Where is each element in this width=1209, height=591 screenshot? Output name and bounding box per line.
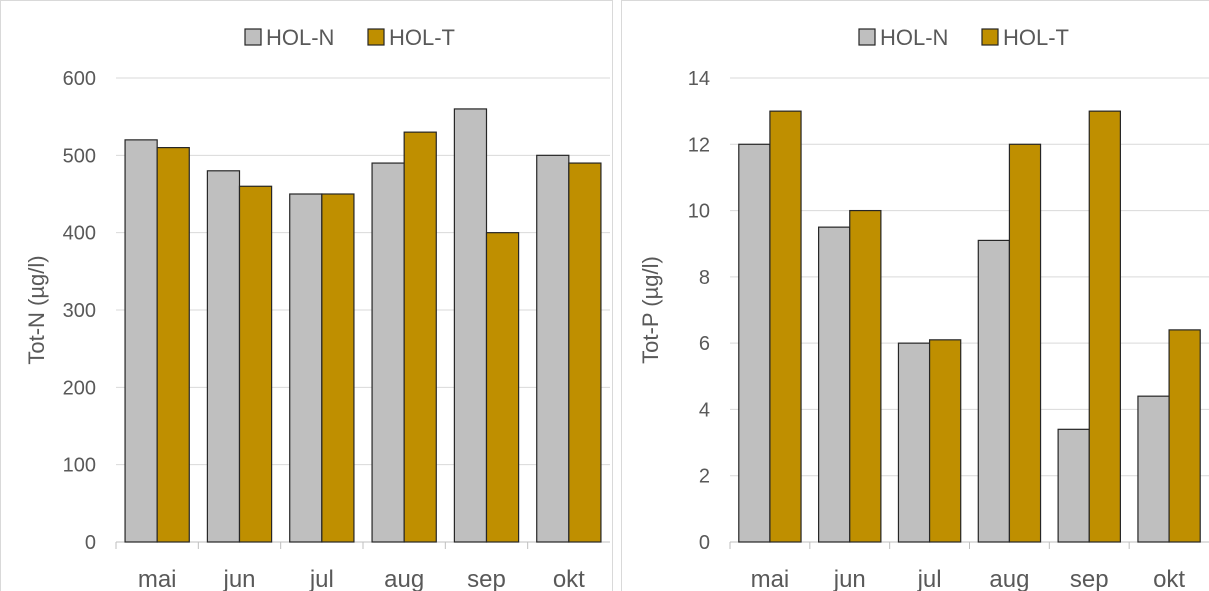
y-tick-label: 12 <box>688 134 710 156</box>
x-tick-label: aug <box>384 566 424 591</box>
y-tick-label: 600 <box>63 68 96 90</box>
y-tick-label: 2 <box>699 466 710 488</box>
bar-hol-t-aug <box>403 131 437 543</box>
y-tick-label: 300 <box>63 300 96 322</box>
legend-swatch-hol-t <box>981 28 999 46</box>
bar-hol-n-jun <box>818 226 851 543</box>
legend-label-hol-n: HOL-N <box>266 25 334 50</box>
y-tick-label: 500 <box>63 145 96 167</box>
x-tick-label: aug <box>989 566 1029 591</box>
y-tick-label: 4 <box>699 399 710 421</box>
y-tick-label: 10 <box>688 201 710 223</box>
legend-label-hol-t: HOL-T <box>1003 25 1069 50</box>
chart-panel-tot-n: 0 100 200 300 400 500 600 mai jun jul aug sep okt Tot… <box>0 0 613 591</box>
y-tick-label: 400 <box>63 223 96 245</box>
bar-hol-n-mai <box>738 143 771 543</box>
x-tick-label: okt <box>553 566 585 591</box>
legend-swatch-hol-n <box>858 28 876 46</box>
bar-hol-t-mai <box>156 147 190 543</box>
bar-hol-n-jun <box>206 170 241 543</box>
bar-hol-t-jun <box>849 209 882 543</box>
y-axis-title: Tot-N (µg/l) <box>24 255 49 364</box>
y-tick-label: 0 <box>85 532 96 554</box>
bar-hol-t-sep <box>485 232 520 543</box>
legend-swatch-hol-n <box>244 28 262 46</box>
x-tick-label: jul <box>917 566 942 591</box>
y-tick-label: 0 <box>699 532 710 554</box>
bar-hol-n-aug <box>977 239 1011 543</box>
y-tick-label: 100 <box>63 455 96 477</box>
x-tick-label: jul <box>309 566 334 591</box>
bar-hol-t-aug <box>1008 143 1042 543</box>
y-tick-label: 8 <box>699 267 710 289</box>
x-tick-label: sep <box>1070 566 1109 591</box>
chart-tot-n: 0 100 200 300 400 500 600 mai jun jul aug sep okt Tot… <box>24 25 610 591</box>
legend-swatch-hol-t <box>367 28 385 46</box>
bar-hol-n-sep <box>453 108 488 543</box>
bar-hol-n-jul <box>289 193 323 543</box>
legend-label-hol-n: HOL-N <box>880 25 948 50</box>
x-tick-label: jun <box>833 566 866 591</box>
bar-hol-t-jul <box>928 339 962 543</box>
legend-label-hol-t: HOL-T <box>389 25 455 50</box>
bar-hol-n-okt <box>1137 395 1170 543</box>
bar-hol-n-mai <box>124 139 158 543</box>
bar-hol-t-jul <box>321 193 355 543</box>
x-tick-label: mai <box>138 566 177 591</box>
y-tick-label: 6 <box>699 333 710 355</box>
y-tick-label: 200 <box>63 377 96 399</box>
y-tick-label: 14 <box>688 68 710 90</box>
bar-hol-t-jun <box>238 185 273 543</box>
bar-hol-n-okt <box>536 154 570 543</box>
bar-hol-t-mai <box>769 110 802 543</box>
y-axis-title: Tot-P (µg/l) <box>638 256 663 364</box>
x-tick-label: okt <box>1153 566 1185 591</box>
x-tick-label: mai <box>751 566 790 591</box>
chart-tot-p: 0 2 4 6 8 10 12 14 mai jun jul aug sep okt Tot-P (µg/l… <box>638 25 1209 591</box>
chart-panel-tot-p: 0 2 4 6 8 10 12 14 mai jun jul aug sep okt Tot-P (µg/l… <box>621 0 1209 591</box>
bar-hol-n-sep <box>1057 428 1090 543</box>
x-tick-label: jun <box>222 566 255 591</box>
bar-hol-t-okt <box>568 162 602 543</box>
bar-hol-n-aug <box>371 162 405 543</box>
x-tick-label: sep <box>467 566 506 591</box>
bar-hol-n-jul <box>897 342 931 543</box>
bar-hol-t-sep <box>1088 110 1121 543</box>
bar-hol-t-okt <box>1168 329 1201 543</box>
